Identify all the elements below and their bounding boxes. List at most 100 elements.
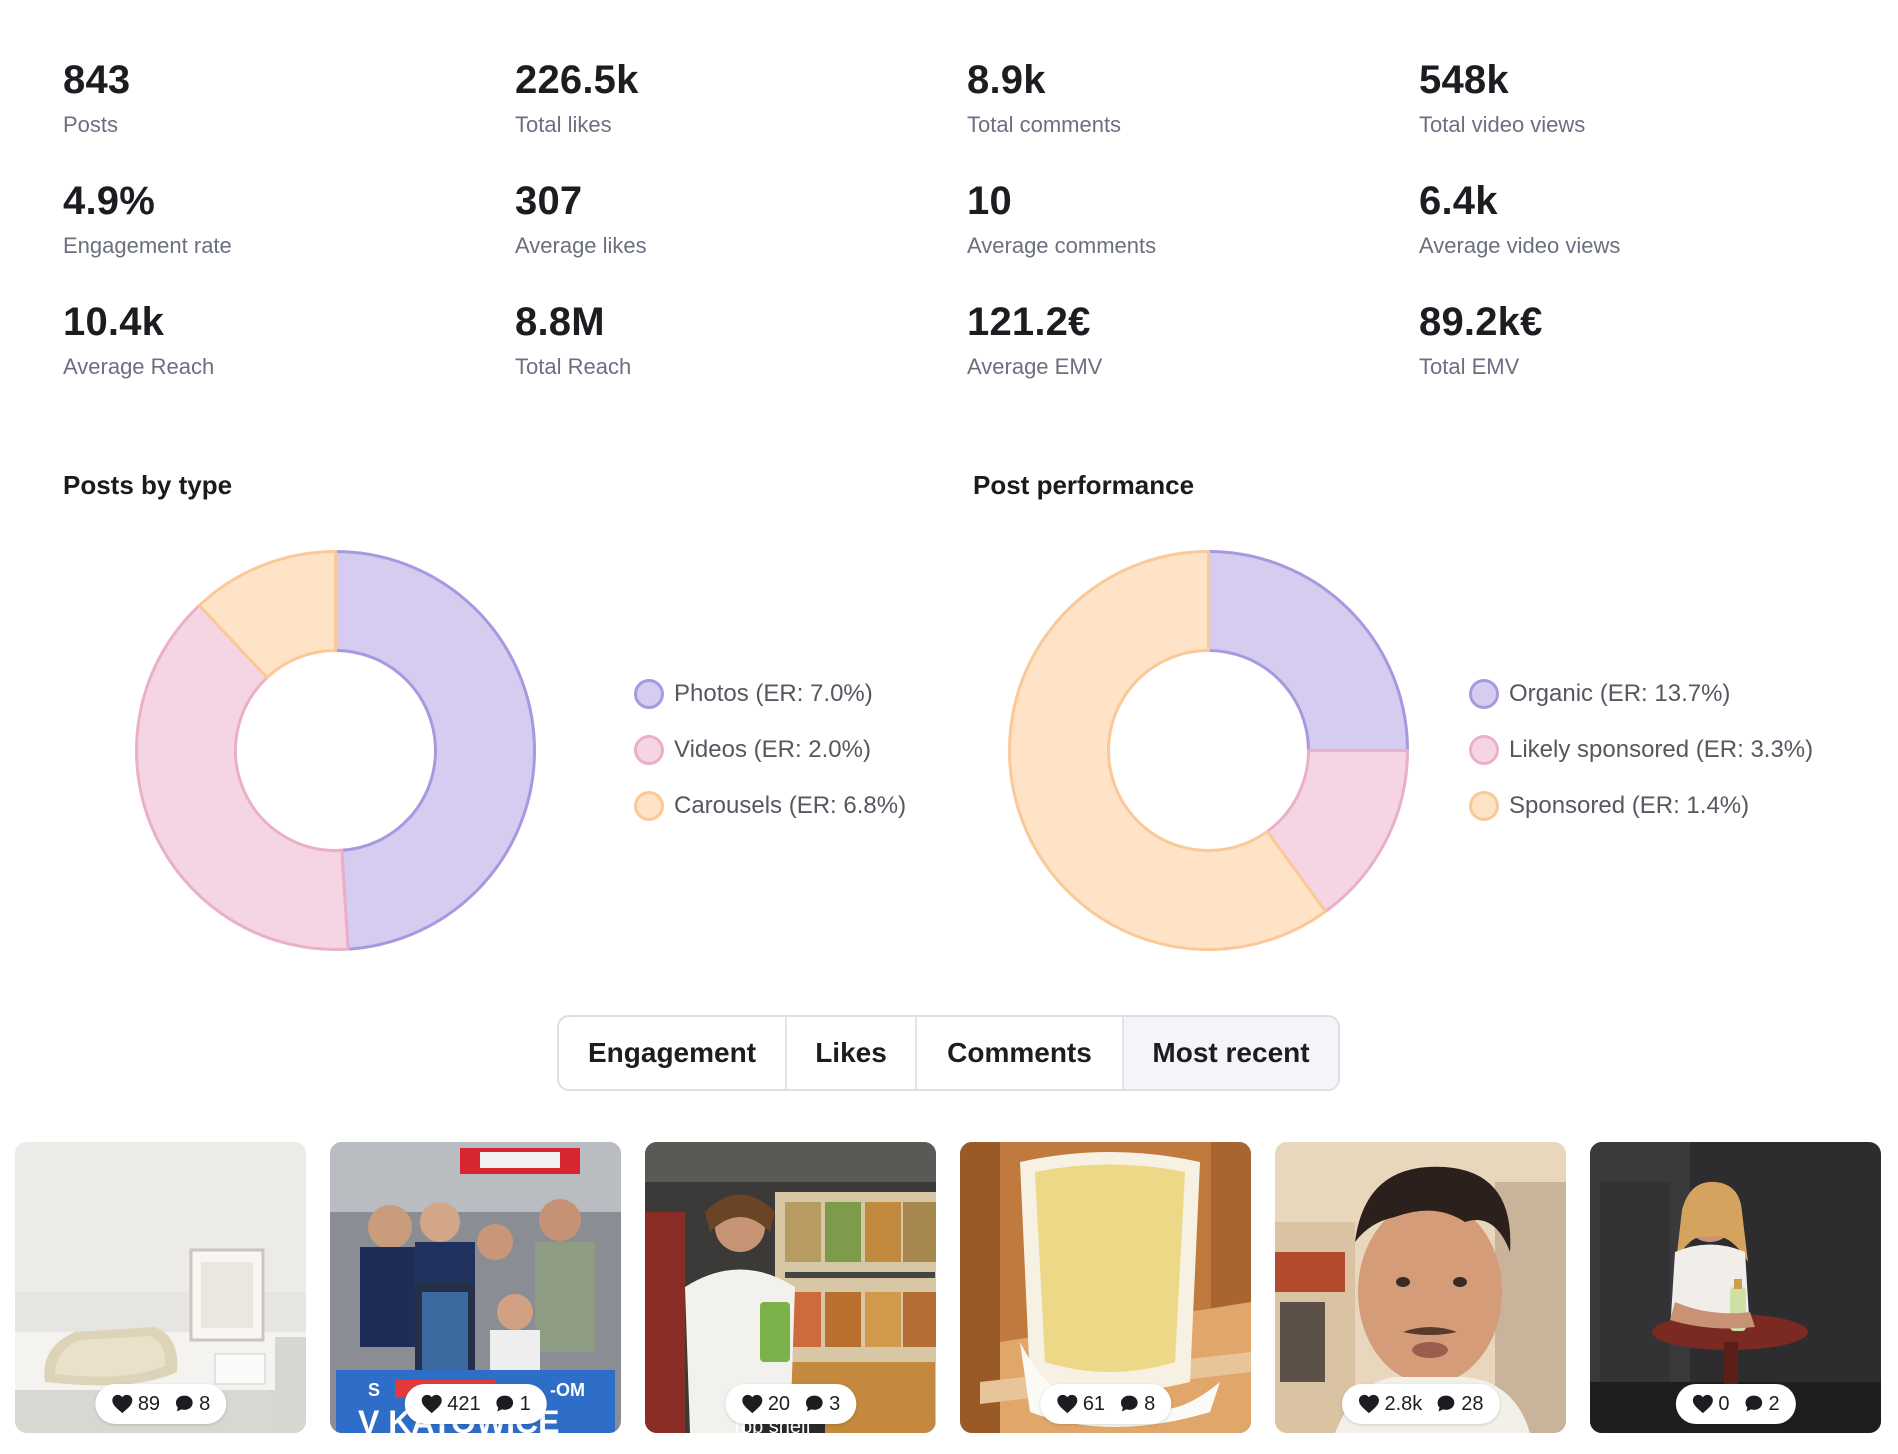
stat-label: Average comments [967, 233, 1157, 258]
stat-total-emv: 89.2k€ Total EMV [1419, 302, 1839, 378]
stat-value: 8.8M [515, 300, 605, 344]
tab-engagement[interactable]: Engagement [559, 1017, 787, 1089]
post-performance-chart[interactable] [1006, 548, 1411, 958]
stat-engagement-rate: 4.9% Engagement rate [63, 181, 483, 257]
post-thumbnail[interactable]: 89 8 [15, 1142, 306, 1433]
post-thumbnail[interactable]: 2.8k 28 [1275, 1142, 1566, 1433]
stat-value: 843 [63, 58, 131, 102]
comments-count: 8 [199, 1392, 211, 1415]
post-stats-badge: 61 8 [1039, 1384, 1172, 1424]
likes-count: 2.8k [1384, 1392, 1423, 1415]
comments-count: 2 [1768, 1392, 1780, 1415]
comments-count: 1 [519, 1392, 531, 1415]
post-performance-legend: Organic (ER: 13.7%) Likely sponsored (ER… [1469, 666, 1813, 834]
stat-total-reach: 8.8M Total Reach [515, 302, 935, 378]
donut-slice-organic[interactable] [1207, 550, 1409, 752]
post-thumbnail[interactable]: S -OM V KATOWICE 421 1 [330, 1142, 621, 1433]
stat-value: 8.9k [967, 58, 1046, 102]
legend-item-sponsored[interactable]: Sponsored (ER: 1.4%) [1469, 778, 1813, 834]
stat-value: 10 [967, 179, 1012, 223]
donut-slice-videos[interactable] [135, 603, 350, 951]
donut-slice-sponsored[interactable] [1008, 550, 1327, 951]
heart-icon [1358, 1394, 1379, 1414]
stat-average-likes: 307 Average likes [515, 181, 935, 257]
heart-icon [741, 1394, 762, 1414]
comment-icon [1745, 1395, 1762, 1412]
stat-average-reach: 10.4k Average Reach [63, 302, 483, 378]
legend-label: Sponsored (ER: 1.4%) [1509, 792, 1750, 819]
svg-text:S: S [368, 1380, 380, 1400]
stat-label: Total EMV [1419, 354, 1520, 379]
heart-icon [111, 1394, 132, 1414]
legend-item-videos[interactable]: Videos (ER: 2.0%) [634, 722, 906, 778]
posts-by-type-chart[interactable] [133, 548, 538, 958]
stat-label: Engagement rate [63, 233, 232, 258]
legend-label: Likely sponsored (ER: 3.3%) [1509, 736, 1814, 763]
tab-comments[interactable]: Comments [917, 1017, 1124, 1089]
legend-dot-pink [1469, 735, 1499, 765]
post-performance-donut[interactable] [1006, 548, 1411, 953]
comment-icon [1437, 1395, 1455, 1412]
stat-total-comments: 8.9k Total comments [967, 60, 1387, 136]
post-image-selfie [1275, 1142, 1566, 1433]
legend-item-organic[interactable]: Organic (ER: 13.7%) [1469, 666, 1813, 722]
post-image-pillow [15, 1142, 306, 1433]
posts-by-type-title: Posts by type [63, 470, 233, 500]
legend-item-carousels[interactable]: Carousels (ER: 6.8%) [634, 778, 906, 834]
post-thumbnail[interactable]: 61 8 [960, 1142, 1251, 1433]
stat-posts: 843 Posts [63, 60, 483, 136]
legend-label: Videos (ER: 2.0%) [674, 736, 871, 763]
post-performance-title: Post performance [973, 470, 1195, 500]
legend-dot-pink [634, 735, 664, 765]
comments-count: 28 [1461, 1392, 1484, 1415]
post-thumbnail[interactable]: Top shelf 20 3 [645, 1142, 936, 1433]
comment-icon [805, 1395, 823, 1412]
stat-label: Average EMV [967, 354, 1103, 379]
post-image-woman [1590, 1142, 1881, 1433]
legend-dot-purple [634, 679, 664, 709]
heart-icon [421, 1394, 442, 1414]
tab-likes[interactable]: Likes [787, 1017, 917, 1089]
likes-count: 89 [137, 1392, 161, 1415]
posts-by-type-legend: Photos (ER: 7.0%) Videos (ER: 2.0%) Caro… [634, 666, 906, 834]
stat-value: 121.2€ [967, 300, 1091, 344]
heart-icon [1692, 1394, 1713, 1414]
stat-label: Total video views [1419, 112, 1586, 137]
stat-value: 10.4k [63, 300, 165, 344]
stat-total-likes: 226.5k Total likes [515, 60, 935, 136]
post-stats-badge: 2.8k 28 [1341, 1384, 1500, 1424]
legend-label: Photos (ER: 7.0%) [674, 680, 873, 707]
donut-slice-carousels[interactable] [197, 550, 337, 680]
likes-count: 0 [1718, 1392, 1730, 1415]
post-stats-badge: 0 2 [1675, 1384, 1796, 1424]
stat-value: 4.9% [63, 179, 155, 223]
tab-most-recent[interactable]: Most recent [1124, 1017, 1338, 1089]
stat-label: Average video views [1419, 233, 1621, 258]
stat-label: Posts [63, 112, 119, 137]
stat-value: 548k [1419, 58, 1509, 102]
stat-value: 89.2k€ [1419, 300, 1543, 344]
legend-dot-orange [1469, 791, 1499, 821]
post-thumbnail[interactable]: 0 2 [1590, 1142, 1881, 1433]
likes-count: 61 [1082, 1392, 1106, 1415]
legend-label: Carousels (ER: 6.8%) [674, 792, 907, 819]
posts-by-type-donut[interactable] [133, 548, 538, 953]
sort-tabs: Engagement Likes Comments Most recent [557, 1015, 1340, 1091]
legend-dot-orange [634, 791, 664, 821]
stat-label: Total Reach [515, 354, 632, 379]
stat-label: Total comments [967, 112, 1122, 137]
stat-average-video-views: 6.4k Average video views [1419, 181, 1839, 257]
legend-item-photos[interactable]: Photos (ER: 7.0%) [634, 666, 906, 722]
donut-slice-photos[interactable] [334, 550, 536, 951]
post-stats-badge: 89 8 [94, 1384, 227, 1424]
stat-value: 6.4k [1419, 179, 1498, 223]
heart-icon [1056, 1394, 1077, 1414]
stat-total-video-views: 548k Total video views [1419, 60, 1839, 136]
legend-item-likely-sponsored[interactable]: Likely sponsored (ER: 3.3%) [1469, 722, 1813, 778]
comment-icon [496, 1395, 513, 1412]
post-stats-badge: 20 3 [724, 1384, 857, 1424]
stat-value: 307 [515, 179, 583, 223]
svg-text:-OM: -OM [550, 1380, 585, 1400]
comments-count: 8 [1144, 1392, 1156, 1415]
stat-label: Average Reach [63, 354, 215, 379]
